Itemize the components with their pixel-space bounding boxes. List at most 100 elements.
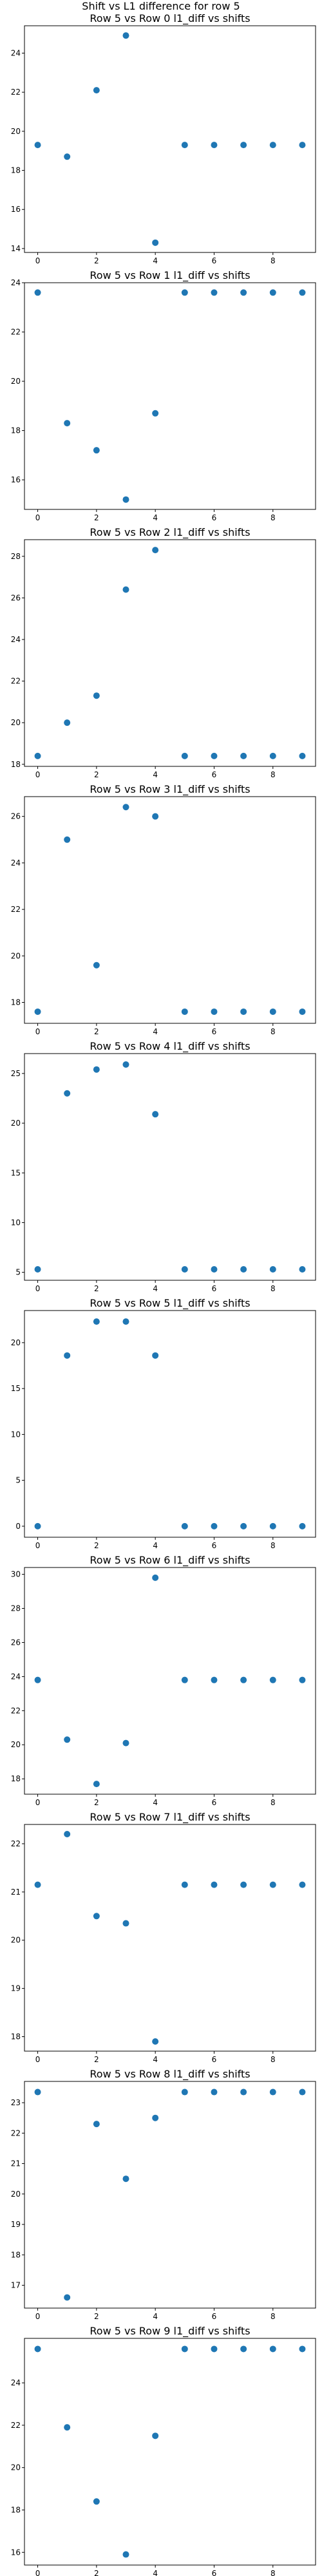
y-tick-label: 28 xyxy=(11,1604,21,1613)
data-point xyxy=(34,1522,41,1530)
data-point xyxy=(93,692,100,699)
y-tick-label: 17 xyxy=(11,2281,21,2290)
plot-frame xyxy=(24,282,316,510)
data-point xyxy=(269,1522,276,1530)
data-point xyxy=(181,1522,188,1530)
data-point xyxy=(64,420,71,427)
x-tick-label: 4 xyxy=(153,1798,158,1807)
y-tick-label: 28 xyxy=(11,552,21,561)
subplot-title: Row 5 vs Row 6 l1_diff vs shifts xyxy=(90,1554,250,1567)
plot-frame xyxy=(24,1310,316,1538)
x-tick-label: 6 xyxy=(212,513,217,522)
data-point xyxy=(299,1522,306,1530)
data-point xyxy=(299,752,306,759)
data-point xyxy=(122,2551,129,2558)
data-point xyxy=(93,447,100,454)
y-tick-label: 20 xyxy=(11,2463,21,2472)
plot-frame xyxy=(24,2338,316,2566)
x-tick-label: 6 xyxy=(212,2312,217,2321)
data-point xyxy=(269,2345,276,2353)
x-tick-label: 8 xyxy=(270,770,276,779)
y-tick-label: 22 xyxy=(11,1839,21,1848)
data-point xyxy=(34,289,41,296)
y-tick-label: 22 xyxy=(11,905,21,914)
y-tick-label: 16 xyxy=(11,205,21,214)
x-tick-label: 2 xyxy=(94,1798,99,1807)
y-tick-label: 23 xyxy=(11,2098,21,2107)
y-tick-label: 0 xyxy=(15,1522,21,1531)
y-tick-label: 19 xyxy=(11,1984,21,1993)
x-tick-label: 4 xyxy=(153,1027,158,1036)
data-point xyxy=(211,1676,218,1683)
data-point xyxy=(93,2498,100,2505)
data-point xyxy=(211,752,218,759)
x-tick-label: 8 xyxy=(270,1798,276,1807)
data-point xyxy=(64,2294,71,2301)
data-point xyxy=(152,410,159,417)
x-tick-label: 6 xyxy=(212,2055,217,2064)
data-point xyxy=(122,496,129,503)
data-point xyxy=(152,1352,159,1359)
x-tick-label: 8 xyxy=(270,1541,276,1550)
data-point xyxy=(240,1881,247,1888)
data-point xyxy=(64,836,71,843)
y-tick-label: 16 xyxy=(11,475,21,484)
data-point xyxy=(64,719,71,726)
y-tick-label: 18 xyxy=(11,2505,21,2514)
data-point xyxy=(122,1920,129,1927)
data-point xyxy=(64,1830,71,1837)
data-point xyxy=(152,547,159,554)
y-tick-label: 14 xyxy=(11,244,21,253)
data-point xyxy=(34,1676,41,1683)
data-point xyxy=(93,1318,100,1325)
data-point xyxy=(240,1008,247,1015)
data-point xyxy=(299,1008,306,1015)
y-tick-label: 26 xyxy=(11,593,21,602)
x-tick-label: 6 xyxy=(212,256,217,265)
y-tick-label: 26 xyxy=(11,1638,21,1647)
y-tick-label: 20 xyxy=(11,377,21,386)
data-point xyxy=(211,2088,218,2096)
x-tick-label: 2 xyxy=(94,1541,99,1550)
subplot-title: Row 5 vs Row 3 l1_diff vs shifts xyxy=(90,783,250,796)
y-tick-label: 18 xyxy=(11,166,21,175)
y-tick-label: 26 xyxy=(11,812,21,821)
x-tick-label: 2 xyxy=(94,1027,99,1036)
data-point xyxy=(34,1008,41,1015)
plot-frame xyxy=(24,1567,316,1795)
x-tick-label: 2 xyxy=(94,1284,99,1293)
data-point xyxy=(269,1676,276,1683)
x-tick-label: 0 xyxy=(35,513,41,522)
y-tick-label: 18 xyxy=(11,998,21,1007)
figure-title: Shift vs L1 difference for row 5 xyxy=(82,0,240,12)
x-tick-label: 6 xyxy=(212,2569,217,2576)
y-tick-label: 19 xyxy=(11,2220,21,2229)
y-tick-label: 20 xyxy=(11,951,21,960)
data-point xyxy=(93,1066,100,1073)
y-tick-label: 20 xyxy=(11,1740,21,1749)
plot-frame xyxy=(24,1824,316,2052)
x-tick-label: 8 xyxy=(270,2569,276,2576)
data-point xyxy=(34,1266,41,1273)
subplot-title: Row 5 vs Row 4 l1_diff vs shifts xyxy=(90,1040,250,1053)
plot-frame xyxy=(24,796,316,1024)
y-tick-label: 20 xyxy=(11,127,21,136)
data-point xyxy=(299,2345,306,2353)
y-tick-label: 15 xyxy=(11,1384,21,1393)
y-tick-label: 24 xyxy=(11,48,21,57)
y-tick-label: 20 xyxy=(11,718,21,727)
data-point xyxy=(299,1266,306,1273)
subplot-title: Row 5 vs Row 9 l1_diff vs shifts xyxy=(90,2325,250,2338)
y-tick-label: 18 xyxy=(11,426,21,435)
x-tick-label: 8 xyxy=(270,513,276,522)
x-tick-label: 2 xyxy=(94,2312,99,2321)
data-point xyxy=(152,239,159,246)
data-point xyxy=(269,142,276,149)
data-point xyxy=(299,289,306,296)
x-tick-label: 6 xyxy=(212,1541,217,1550)
data-point xyxy=(93,87,100,94)
data-point xyxy=(181,1266,188,1273)
data-point xyxy=(122,1061,129,1068)
